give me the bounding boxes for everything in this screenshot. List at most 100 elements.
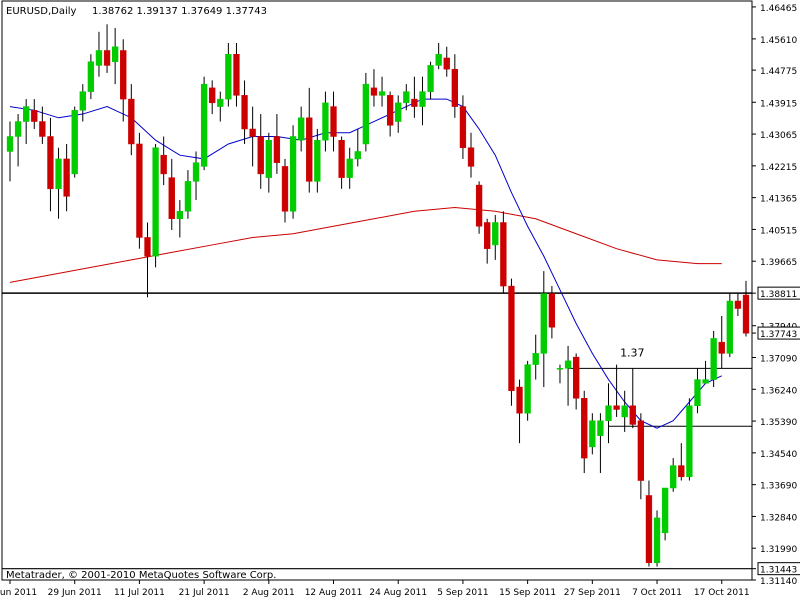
candle [484, 218, 491, 264]
candle-body [726, 300, 733, 354]
level-annotation: 1.37 [620, 346, 645, 359]
price-tag-box [757, 326, 800, 340]
candle-body [395, 102, 402, 122]
candle [95, 31, 103, 77]
candle-body [111, 46, 119, 62]
candle [31, 99, 38, 130]
y-tick-label: 1.31443 [760, 566, 797, 576]
candle-body [581, 398, 588, 459]
slow-moving-average-line [9, 207, 722, 283]
candle-body [95, 50, 103, 66]
candle-body [144, 237, 151, 257]
candle [605, 383, 612, 444]
candle [572, 353, 580, 410]
candle-body [136, 143, 143, 238]
candle [370, 69, 378, 107]
candle-body [548, 293, 556, 328]
candle-body [540, 293, 547, 354]
candle-body [386, 95, 394, 126]
candle [427, 61, 434, 100]
candle-body [6, 136, 14, 152]
candle [694, 368, 701, 414]
candle [249, 106, 256, 167]
candle-body [484, 222, 491, 249]
candle [152, 143, 159, 268]
candle-body [298, 117, 305, 141]
candle [225, 43, 232, 107]
candle-body [346, 158, 353, 178]
candle-body [532, 353, 539, 365]
candle-body [516, 386, 523, 414]
y-tick-label: 1.32840 [760, 513, 797, 523]
candle [532, 334, 539, 380]
candle-body [200, 83, 208, 167]
candle-body [322, 102, 329, 141]
x-tick-label: 2 Aug 2011 [243, 588, 295, 598]
candle [168, 158, 175, 230]
candle-body [621, 405, 628, 418]
candle-body [241, 95, 248, 130]
candle-body [160, 154, 167, 175]
candle-body [176, 211, 184, 220]
candle [475, 181, 483, 234]
candle [645, 480, 653, 567]
x-tick-label: 17 Jun 2011 [0, 588, 37, 598]
price-levels: 1.37 [2, 292, 752, 570]
y-tick-label: 1.44775 [760, 67, 797, 77]
candle [47, 117, 54, 212]
candle [192, 151, 200, 201]
candle-body [435, 53, 442, 66]
y-tick-label: 1.43915 [760, 99, 797, 109]
candle [548, 286, 556, 339]
candle [55, 147, 62, 219]
candle [451, 54, 458, 118]
candle-body [314, 139, 321, 182]
candle-body [508, 285, 515, 392]
candle-body [629, 405, 636, 425]
moving-averages [9, 98, 722, 429]
candle-body [694, 379, 701, 406]
candle-body [492, 222, 499, 246]
candle-body [55, 158, 62, 190]
candle [111, 28, 119, 85]
x-tick-label: 29 Jun 2011 [48, 588, 102, 598]
candle-body [411, 98, 418, 107]
candle [710, 330, 717, 388]
candle [79, 84, 86, 122]
candle [265, 132, 272, 193]
symbol-label: EURUSD,Daily [6, 6, 77, 17]
candle [306, 87, 313, 193]
y-tick-label: 1.40515 [760, 226, 797, 236]
y-tick-label: 1.45610 [760, 36, 797, 46]
candle [702, 360, 709, 384]
candle [63, 143, 70, 212]
candle-body [556, 368, 564, 370]
x-tick-label: 5 Sep 2011 [437, 588, 488, 598]
candle [678, 443, 685, 481]
candle-body [427, 65, 434, 92]
candle-body [403, 91, 410, 104]
candle [289, 125, 297, 219]
candle [176, 200, 184, 238]
candle-body [330, 106, 337, 137]
candle-body [702, 379, 709, 384]
y-tick-label: 1.41365 [760, 195, 797, 205]
candle-body [686, 405, 693, 478]
candle [564, 345, 572, 406]
x-tick-label: 21 Jul 2011 [179, 588, 230, 598]
candle-body [661, 487, 669, 534]
candle [467, 132, 475, 178]
candle [257, 114, 264, 189]
y-tick-label: 1.33690 [760, 482, 797, 492]
candle [39, 106, 46, 144]
candle-body [475, 184, 483, 227]
candle-body [564, 360, 572, 369]
candle-body [443, 57, 450, 70]
candle [508, 278, 515, 406]
candle-body [103, 50, 111, 66]
candle [581, 390, 588, 474]
y-tick-label: 1.42215 [760, 163, 797, 173]
candle-body [524, 364, 531, 414]
candle [354, 129, 361, 167]
